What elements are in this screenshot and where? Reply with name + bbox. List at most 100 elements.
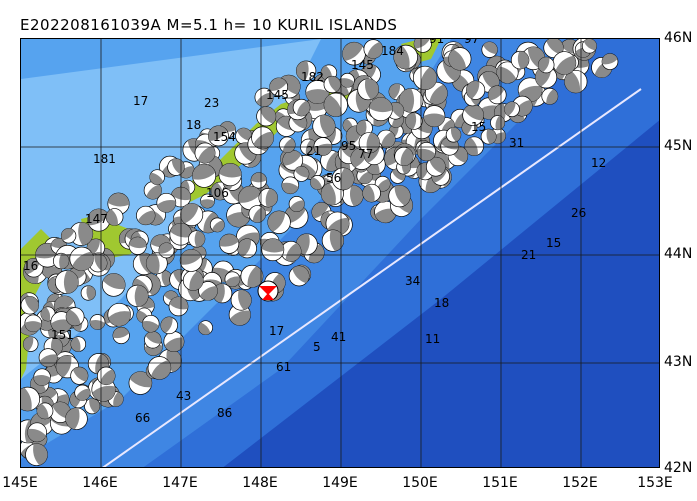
beachball	[224, 271, 241, 288]
beachball	[69, 246, 94, 271]
beachball	[230, 289, 252, 311]
beachball	[143, 181, 162, 200]
beachball	[258, 188, 278, 208]
event-label: 5	[313, 340, 321, 354]
event-label: 182	[301, 70, 324, 84]
y-tick-42n: 42N	[664, 460, 693, 476]
event-label: 154	[213, 130, 236, 144]
x-tick-152e: 152E	[562, 475, 598, 491]
beachball	[321, 229, 344, 252]
x-tick-145e: 145E	[2, 475, 38, 491]
beachball	[87, 208, 111, 232]
beachball	[312, 114, 336, 138]
event-label: 18	[434, 296, 449, 310]
beachball	[240, 264, 264, 288]
beachball	[74, 384, 91, 401]
beachball	[480, 128, 497, 145]
beachball	[394, 146, 414, 167]
beachball	[179, 249, 203, 272]
beachball	[292, 98, 311, 117]
event-label: 26	[571, 206, 586, 220]
event-label: 16	[23, 259, 38, 273]
beachball	[552, 51, 577, 75]
beachball	[464, 136, 484, 156]
x-tick-147e: 147E	[162, 475, 198, 491]
beachball	[412, 65, 438, 90]
beachball	[250, 172, 267, 189]
beachball	[160, 316, 178, 335]
beachball	[54, 270, 79, 294]
beachball	[105, 208, 124, 226]
y-tick-44n: 44N	[664, 246, 693, 262]
beachball	[251, 126, 274, 150]
beachball	[194, 142, 216, 164]
beachball	[136, 205, 156, 226]
beachball	[363, 39, 384, 59]
beachball	[147, 356, 172, 380]
event-label: 56	[326, 171, 341, 185]
beachball	[167, 158, 185, 176]
beachball	[128, 371, 153, 395]
beachball	[341, 184, 364, 207]
beachball	[256, 106, 277, 127]
beachball	[200, 193, 215, 209]
beachball	[288, 265, 310, 287]
beachball	[65, 307, 85, 327]
x-tick-149e: 149E	[322, 475, 358, 491]
beachball	[269, 77, 289, 97]
event-label: 145	[351, 58, 374, 72]
event-label: 17	[269, 324, 284, 338]
trench-line	[102, 88, 642, 467]
beachball	[581, 39, 597, 54]
beachball	[182, 270, 204, 291]
beachball	[541, 87, 559, 105]
event-label: 184	[381, 44, 404, 58]
beachball	[38, 348, 58, 368]
beachball	[310, 174, 325, 190]
y-tick-43n: 43N	[664, 354, 693, 370]
beachball	[96, 366, 116, 386]
beachball	[60, 228, 77, 244]
beachball	[237, 238, 257, 259]
beachball	[24, 314, 43, 333]
focal-mechanisms	[21, 39, 619, 466]
beachball	[40, 306, 56, 322]
beachball	[25, 443, 48, 466]
beachball	[487, 85, 507, 105]
beachball	[490, 115, 506, 131]
beachball	[295, 233, 318, 256]
beachball	[393, 44, 418, 70]
beachball	[168, 296, 189, 317]
beachball	[510, 50, 530, 70]
beachball	[405, 112, 423, 130]
beachball	[198, 320, 213, 336]
event-labels: 1044350919718214518417231451815421151811…	[23, 39, 606, 425]
x-tick-151e: 151E	[482, 475, 518, 491]
beachball	[70, 336, 87, 352]
beachball	[208, 125, 229, 147]
beachball	[149, 169, 165, 185]
beachball	[323, 75, 341, 94]
beachball	[158, 242, 175, 259]
beachball	[331, 167, 355, 191]
beachball	[65, 407, 88, 430]
beachball	[466, 80, 486, 100]
beachball	[504, 101, 520, 118]
beachball	[323, 92, 348, 117]
beachball	[279, 136, 296, 154]
event-label: 97	[464, 39, 479, 46]
beachball	[425, 156, 446, 177]
beachball	[36, 402, 54, 420]
beachball	[445, 127, 462, 143]
map-canvas: 1044350919718214518417231451815421151811…	[21, 39, 659, 467]
beachball	[267, 210, 291, 234]
beachball	[198, 281, 218, 301]
beachball	[209, 217, 225, 233]
beachball	[219, 233, 240, 254]
event-label: 12	[591, 156, 606, 170]
beachball	[362, 183, 381, 203]
event-label: 18	[186, 118, 201, 132]
beachball	[564, 69, 588, 94]
beachball	[192, 163, 217, 188]
beachball	[69, 221, 94, 246]
